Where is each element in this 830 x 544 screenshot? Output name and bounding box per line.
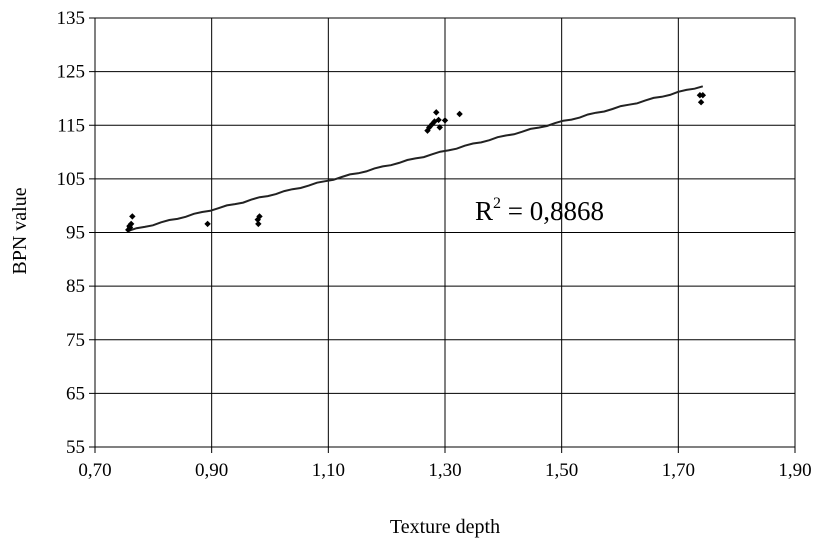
data-point [456,110,463,118]
y-tick-label: 125 [57,62,86,83]
x-tick-label: 1,50 [545,460,578,481]
data-point [255,220,262,228]
data-point [125,226,132,234]
data-point [436,124,443,131]
data-point [697,98,705,106]
x-axis-title: Texture depth [390,516,500,538]
trendline [127,85,704,232]
grid [89,17,796,453]
data-point [424,127,431,134]
x-tick-label: 1,10 [312,460,345,481]
y-tick-label: 55 [66,437,85,458]
x-tick-label: 0,70 [78,460,111,481]
data-point [435,116,442,124]
r-squared-superscript: 2 [493,195,501,212]
x-tick-label: 0,90 [195,460,228,481]
y-axis-title: BPN value [9,187,31,274]
data-point [699,92,707,99]
y-tick-label: 85 [66,276,85,297]
r-squared-base: R [475,196,493,226]
x-tick-label: 1,90 [778,460,811,481]
r-squared-annotation: R2 = 0,8868 [475,195,604,226]
x-tick-label: 1,70 [662,460,695,481]
x-tick-labels: 0,70 0,90 1,10 1,30 1,50 1,70 1,90 [78,460,811,481]
data-point [204,220,211,228]
y-tick-label: 95 [66,223,85,244]
data-points [125,92,707,234]
y-tick-label: 75 [66,330,85,351]
r-squared-value: = 0,8868 [501,196,604,226]
data-point [256,213,263,220]
data-point [433,109,440,116]
y-tick-label: 135 [57,8,86,29]
data-point [441,117,449,124]
y-tick-label: 115 [57,115,85,136]
plot-frame [94,17,796,448]
y-tick-label: 65 [66,383,85,404]
y-tick-labels: 55 65 75 85 95 105 115 125 135 [57,8,86,458]
x-tick-label: 1,30 [428,460,461,481]
data-point [129,213,136,220]
trendline-path [127,85,704,232]
y-tick-label: 105 [57,169,86,190]
data-point [127,220,135,228]
